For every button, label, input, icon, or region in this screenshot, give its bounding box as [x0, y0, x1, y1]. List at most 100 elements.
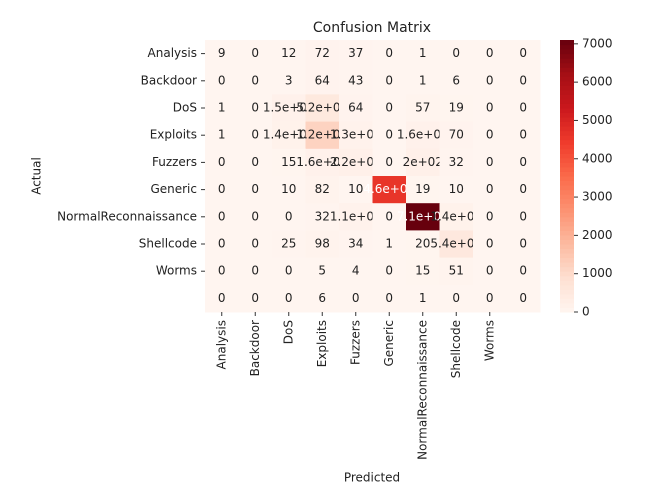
heatmap-cell: [272, 94, 306, 123]
heatmap-cell: [305, 257, 340, 286]
cell-label: 0: [486, 209, 494, 223]
cell-label: 0: [218, 237, 226, 251]
heatmap-cell: [272, 67, 306, 95]
cell-label: 10: [449, 182, 464, 196]
cell-label: 70: [449, 128, 464, 142]
cell-label: 4.6e+03: [363, 182, 415, 196]
heatmap-cell: [506, 257, 541, 286]
heatmap-cell: [238, 257, 273, 286]
heatmap-cell: [439, 121, 474, 150]
cell-label: 98: [315, 237, 330, 251]
heatmap-cell: [272, 176, 306, 204]
colorbar-segment: [560, 121, 574, 127]
heatmap-cell: [339, 40, 373, 68]
cell-label: 1: [218, 101, 226, 115]
colorbar-segment: [560, 62, 574, 68]
heatmap-cell: [339, 121, 373, 150]
colorbar-segment: [560, 180, 574, 186]
cell-label: 0: [251, 101, 259, 115]
colorbar-segment: [560, 212, 574, 218]
colorbar-tick-label: 5000: [582, 113, 613, 127]
cell-label: 0: [251, 155, 259, 169]
colorbar-segment: [560, 198, 574, 204]
colorbar-segment: [560, 166, 574, 172]
heatmap-cell: [439, 203, 474, 231]
cell-label: 5.2e+02: [296, 101, 348, 115]
heatmap-cell: [372, 230, 407, 259]
cell-label: 32: [449, 155, 464, 169]
heatmap-cell: [506, 230, 541, 259]
y-tick-label: DoS: [173, 101, 197, 115]
x-axis-label: Predicted: [344, 471, 400, 485]
y-axis-label: Actual: [30, 157, 44, 195]
colorbar-segment: [560, 135, 574, 141]
cell-label: 0: [519, 46, 527, 60]
cell-label: 34: [348, 237, 363, 251]
x-tick-label: Exploits: [315, 320, 329, 367]
cell-label: 0: [218, 209, 226, 223]
colorbar-segment: [560, 112, 574, 118]
x-tick-label: Shellcode: [449, 320, 463, 378]
colorbar-segment: [560, 44, 574, 50]
colorbar-segment: [560, 275, 574, 281]
cell-label: 0: [385, 101, 393, 115]
colorbar-tick-label: 7000: [582, 36, 613, 50]
heatmap-cell: [406, 203, 440, 231]
cell-label: 0: [486, 264, 494, 278]
colorbar-segment: [560, 185, 574, 191]
cell-label: 72: [315, 46, 330, 60]
heatmap-cell: [406, 284, 440, 313]
colorbar-segment: [560, 58, 574, 64]
heatmap-cell: [406, 148, 440, 177]
colorbar-segment: [560, 49, 574, 55]
x-tick-label: Generic: [382, 320, 396, 367]
heatmap-cell: [339, 148, 373, 177]
cell-label: 0: [519, 182, 527, 196]
heatmap-cell: [506, 67, 541, 95]
heatmap-cell: [473, 230, 507, 259]
heatmap-cell: [473, 94, 507, 123]
colorbar-segment: [560, 76, 574, 82]
heatmap-cell: [406, 257, 440, 286]
colorbar-segment: [560, 189, 574, 195]
cell-label: 0: [251, 237, 259, 251]
cell-label: 12: [281, 46, 296, 60]
heatmap-cell: [506, 40, 541, 68]
heatmap-cell: [238, 94, 273, 123]
cell-label: 57: [415, 101, 430, 115]
y-tick-label: Backdoor: [141, 73, 197, 87]
heatmap-cell: [205, 230, 239, 259]
y-tick-label: Generic: [150, 182, 197, 196]
cell-label: 0: [251, 209, 259, 223]
colorbar-segment: [560, 85, 574, 91]
heatmap-cell: [339, 203, 373, 231]
heatmap-cell: [406, 121, 440, 150]
cell-label: 0: [486, 291, 494, 305]
colorbar-segment: [560, 284, 574, 290]
cell-label: 0: [218, 182, 226, 196]
cell-label: 82: [315, 182, 330, 196]
colorbar-segment: [560, 194, 574, 200]
heatmap-cell: [238, 176, 273, 204]
heatmap-cell: [473, 40, 507, 68]
cell-label: 1: [419, 73, 427, 87]
cell-label: 0: [385, 209, 393, 223]
cell-label: 1: [218, 128, 226, 142]
heatmap-cell: [473, 121, 507, 150]
heatmap-cell: [406, 94, 440, 123]
colorbar-segment: [560, 53, 574, 59]
cell-label: 0: [285, 209, 293, 223]
heatmap-cell: [205, 94, 239, 123]
heatmap-cell: [238, 121, 273, 150]
cell-label: 0: [486, 128, 494, 142]
heatmap-cell: [439, 148, 474, 177]
cell-label: 0: [385, 128, 393, 142]
x-tick-label: Backdoor: [248, 320, 262, 376]
heatmap-cell: [439, 40, 474, 68]
cell-label: 6: [452, 73, 460, 87]
colorbar-segment: [560, 307, 574, 313]
heatmap-cell: [473, 67, 507, 95]
colorbar-segment: [560, 248, 574, 254]
cell-label: 19: [415, 182, 430, 196]
colorbar-segment: [560, 117, 574, 123]
